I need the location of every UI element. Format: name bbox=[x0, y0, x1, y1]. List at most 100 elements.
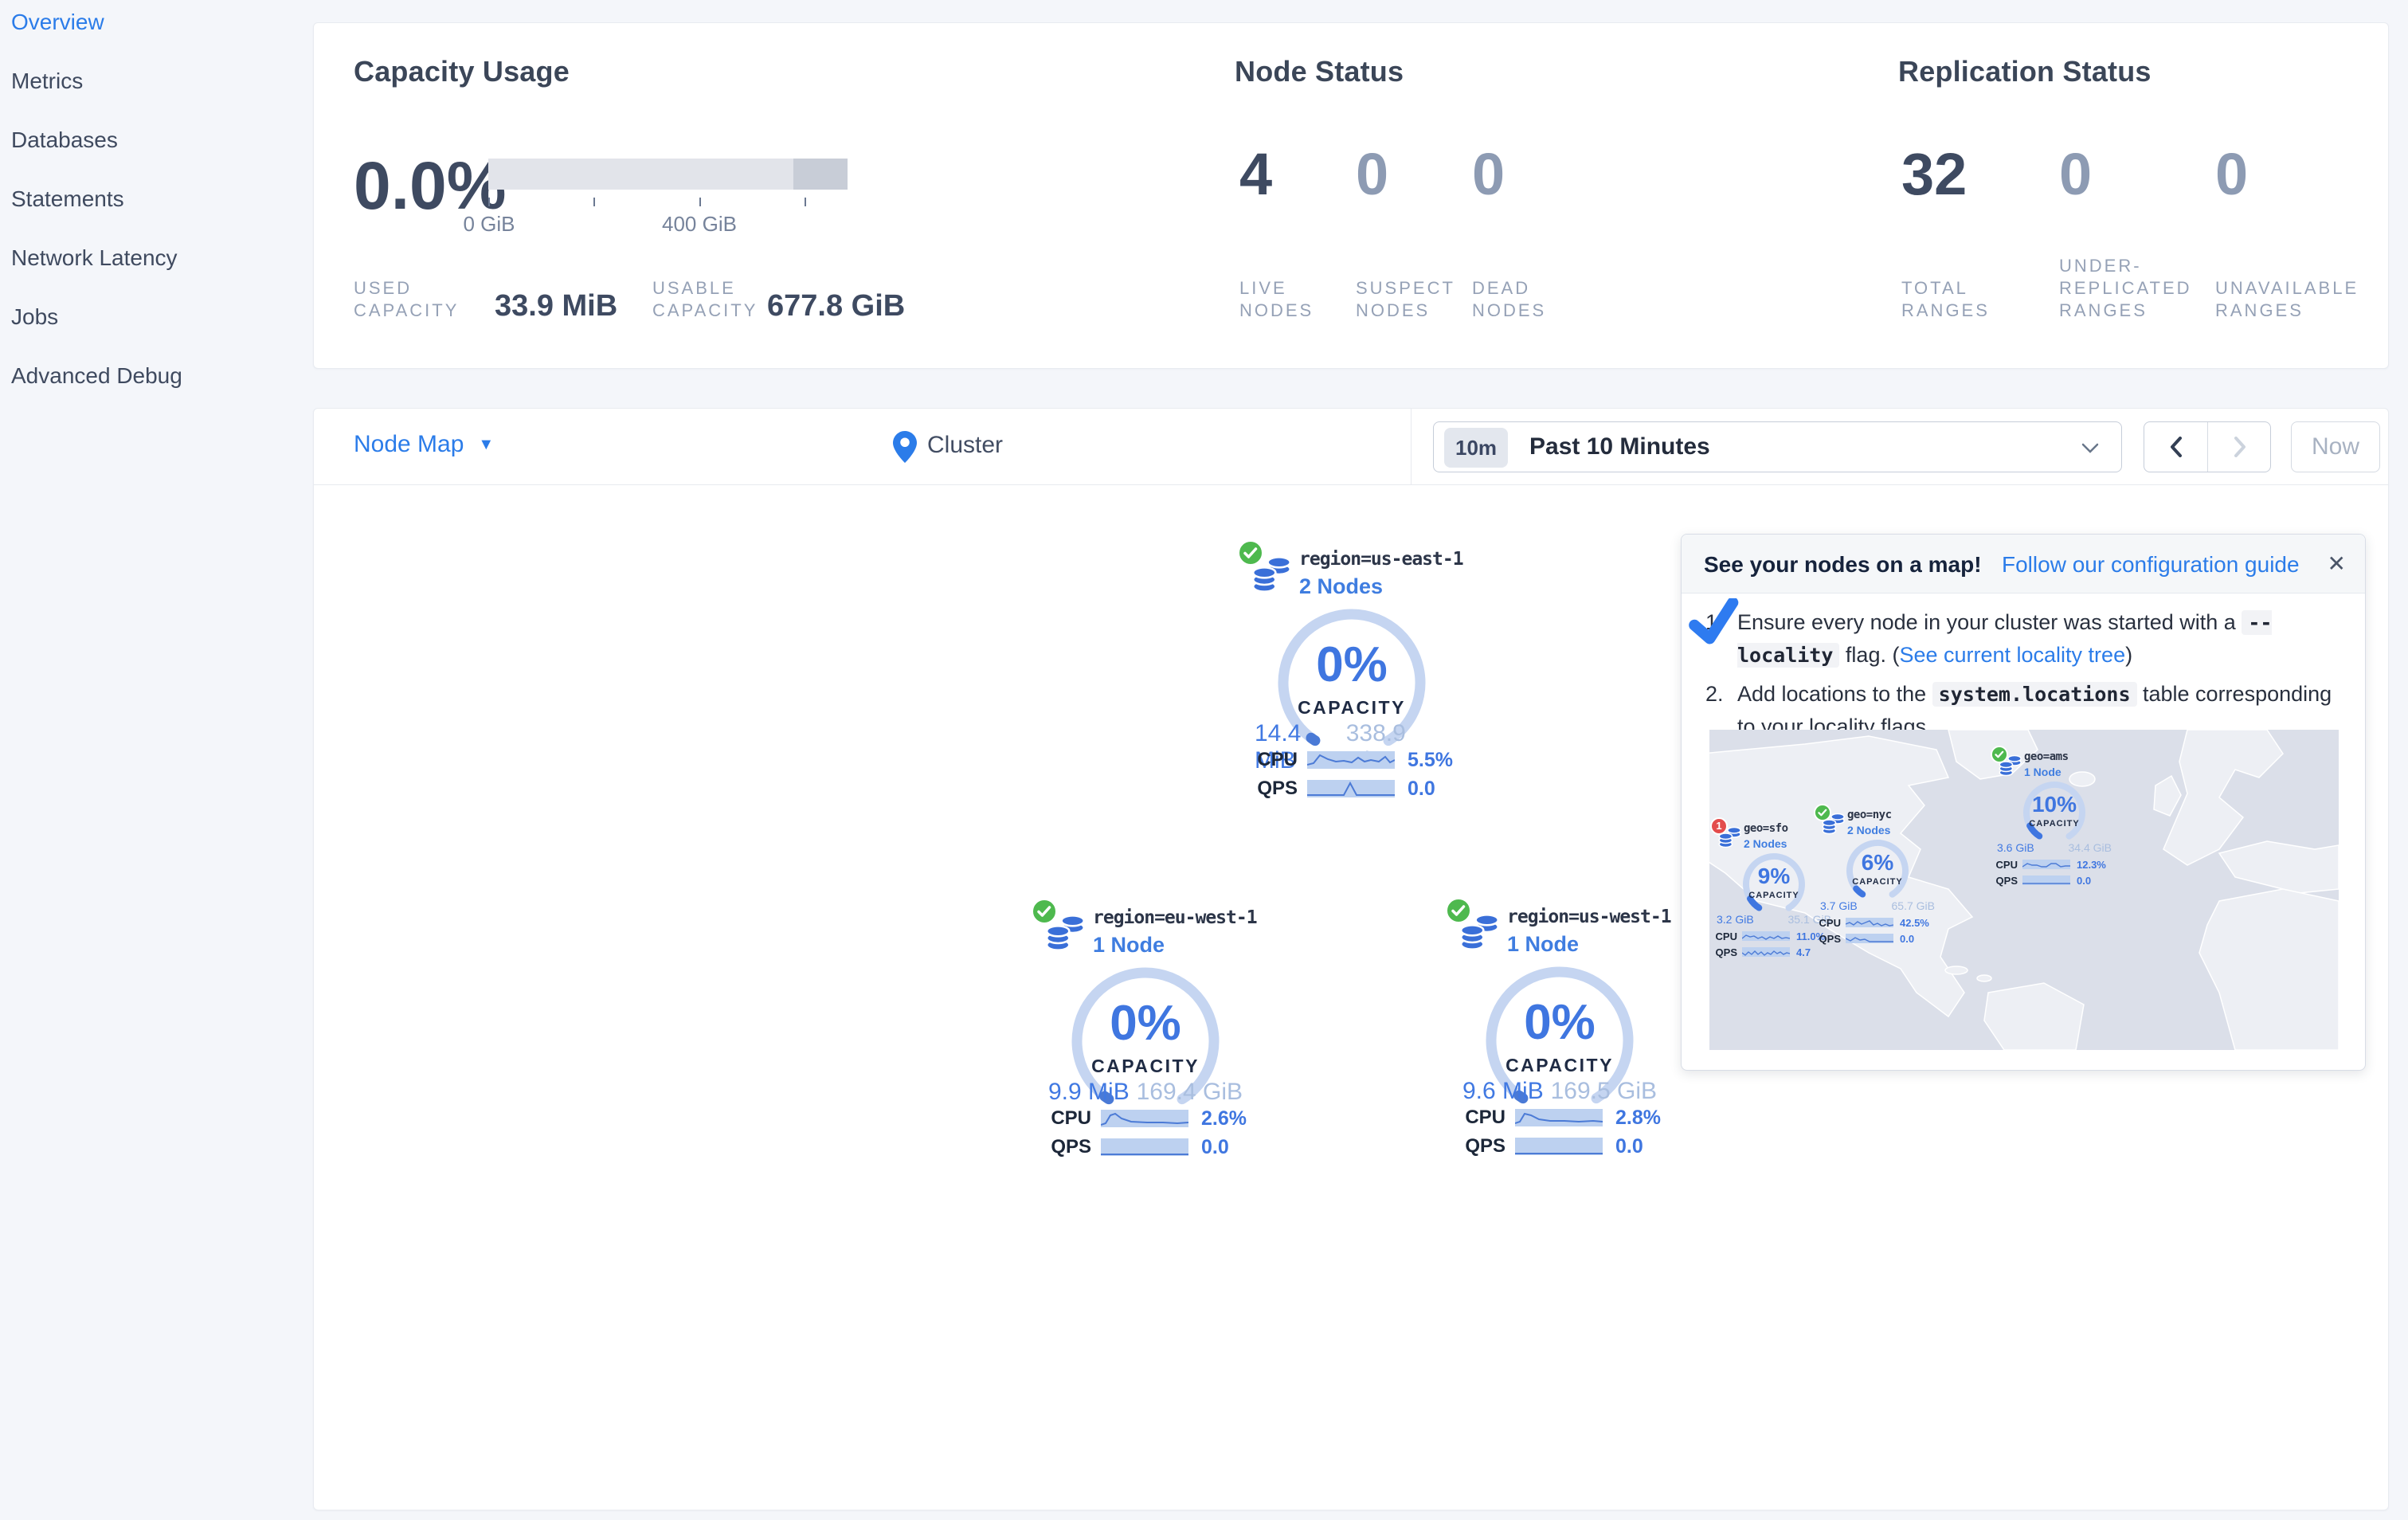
region-nodes-label: 1 Node bbox=[2024, 766, 2061, 778]
unavailable-ranges-label: UNAVAILABLE RANGES bbox=[2215, 278, 2359, 320]
time-range-label: Past 10 Minutes bbox=[1529, 433, 1710, 460]
cpu-value: 11.0% bbox=[1796, 930, 1826, 942]
healthy-check-badge-icon bbox=[1237, 539, 1264, 570]
sidebar-item-databases[interactable]: Databases bbox=[11, 127, 118, 152]
qps-label: QPS bbox=[1465, 1135, 1505, 1157]
cpu-sparkline bbox=[1306, 751, 1396, 769]
qps-sparkline bbox=[1307, 780, 1395, 797]
qps-label: QPS bbox=[1819, 932, 1841, 945]
chevron-down-icon: ▼ bbox=[478, 436, 495, 453]
cpu-label: CPU bbox=[1257, 749, 1298, 770]
capacity-gauge-label: CAPACITY bbox=[1748, 891, 1799, 900]
region-used-capacity: 14.4 MiB bbox=[1255, 720, 1302, 774]
region-nodes-label: 2 Nodes bbox=[1847, 824, 1891, 836]
close-icon[interactable]: ✕ bbox=[2327, 551, 2346, 576]
region-total-capacity: 169.5 GiB bbox=[1550, 1078, 1657, 1104]
step-complete-check-icon bbox=[1688, 597, 1740, 655]
qps-label: QPS bbox=[1715, 946, 1737, 958]
capacity-gauge-label: CAPACITY bbox=[2029, 819, 2080, 829]
region-used-capacity: 9.6 MiB bbox=[1462, 1078, 1544, 1104]
capacity-axis-tick bbox=[488, 198, 490, 206]
region-group-us-west-1[interactable]: region=us-west-1 1 Node 0% CAPACITY 9.6 … bbox=[1440, 897, 1679, 1162]
sidebar-item-advanced-debug[interactable]: Advanced Debug bbox=[11, 363, 182, 388]
capacity-axis-label-0: 0 GiB bbox=[463, 212, 515, 236]
sidebar-item-jobs[interactable]: Jobs bbox=[11, 304, 59, 329]
cpu-label: CPU bbox=[1465, 1107, 1505, 1128]
under-replicated-ranges-label: UNDER- REPLICATED RANGES bbox=[2059, 256, 2192, 320]
capacity-axis-label-400: 400 GiB bbox=[662, 212, 737, 236]
total-ranges-label: TOTAL RANGES bbox=[1901, 278, 1990, 320]
capacity-usage-bar bbox=[488, 159, 848, 190]
live-nodes-count: 4 bbox=[1239, 141, 1273, 207]
region-nodes-link[interactable]: 2 Nodes bbox=[1299, 574, 1384, 598]
capacity-gauge-percent: 0% bbox=[1316, 637, 1388, 692]
capacity-gauge-label: CAPACITY bbox=[1091, 1056, 1200, 1076]
sidebar-item-overview[interactable]: Overview bbox=[11, 10, 104, 34]
locality-tree-link[interactable]: See current locality tree bbox=[1899, 643, 2126, 667]
cpu-label: CPU bbox=[1819, 916, 1841, 929]
map-toolbar: Node Map ▼ Cluster 10m Past 10 Minutes bbox=[314, 409, 2388, 485]
region-nodes-link[interactable]: 1 Node bbox=[1507, 932, 1580, 956]
sidebar-item-network-latency[interactable]: Network Latency bbox=[11, 245, 178, 270]
cpu-value: 2.6% bbox=[1201, 1107, 1247, 1130]
qps-sparkline bbox=[1845, 934, 1893, 943]
capacity-gauge: 9% CAPACITY bbox=[1740, 851, 1807, 918]
capacity-gauge: 6% CAPACITY bbox=[1844, 837, 1911, 904]
region-nodes-link[interactable]: 1 Node bbox=[1093, 933, 1165, 957]
region-used-capacity: 9.9 MiB bbox=[1048, 1079, 1130, 1105]
database-stack-icon bbox=[1459, 911, 1501, 957]
sidebar: Overview Metrics Databases Statements Ne… bbox=[0, 0, 313, 1520]
breadcrumb[interactable]: Cluster bbox=[927, 432, 1004, 458]
capacity-axis-tick bbox=[805, 198, 806, 206]
capacity-gauge: 0% CAPACITY bbox=[1066, 962, 1225, 1121]
region-group-us-east-1[interactable]: region=us-east-1 2 Nodes 0% CAPACITY 14.… bbox=[1232, 539, 1471, 804]
under-replicated-ranges-count: 0 bbox=[2059, 141, 2093, 207]
location-pin-icon bbox=[893, 431, 917, 467]
time-range-dropdown[interactable]: 10m Past 10 Minutes bbox=[1433, 421, 2122, 472]
cpu-value: 12.3% bbox=[2077, 858, 2106, 871]
alert-count-badge: 1 bbox=[1710, 817, 1728, 835]
view-mode-label: Node Map bbox=[354, 431, 464, 457]
used-capacity-value: 33.9 MiB bbox=[495, 289, 618, 323]
configuration-guide-link[interactable]: Follow our configuration guide bbox=[2002, 552, 2300, 577]
view-mode-dropdown[interactable]: Node Map ▼ bbox=[354, 431, 494, 458]
capacity-axis-tick bbox=[699, 198, 701, 206]
cpu-label: CPU bbox=[1051, 1107, 1091, 1129]
capacity-gauge-label: CAPACITY bbox=[1298, 697, 1406, 718]
capacity-gauge: 0% CAPACITY bbox=[1480, 961, 1639, 1120]
region-total-capacity: 34.4 GiB bbox=[2068, 841, 2112, 854]
healthy-check-badge-icon bbox=[1991, 746, 2008, 767]
qps-value: 4.7 bbox=[1796, 946, 1811, 958]
unavailable-ranges-count: 0 bbox=[2215, 141, 2249, 207]
qps-label: QPS bbox=[1257, 778, 1298, 799]
cpu-sparkline bbox=[1845, 918, 1894, 927]
total-ranges-count: 32 bbox=[1901, 141, 1968, 207]
replication-status-title: Replication Status bbox=[1898, 55, 2152, 88]
time-step-back-button[interactable] bbox=[2144, 422, 2208, 472]
region-total-capacity: 65.7 GiB bbox=[1891, 899, 1935, 912]
now-button[interactable]: Now bbox=[2291, 421, 2380, 472]
region-locality-label: region=eu-west-1 bbox=[1093, 907, 1258, 928]
qps-value: 0.0 bbox=[2077, 874, 2092, 887]
cpu-value: 5.5% bbox=[1408, 748, 1453, 771]
dead-nodes-count: 0 bbox=[1472, 141, 1505, 207]
region-used-capacity: 3.2 GiB bbox=[1717, 913, 1754, 926]
qps-value: 0.0 bbox=[1408, 777, 1435, 800]
mini-region-geo-sfo: 1 geo=sfo 2 Nodes 9% CAPACITY bbox=[1710, 817, 1838, 962]
database-stack-icon bbox=[1251, 554, 1293, 599]
capacity-usage-percent: 0.0% bbox=[354, 148, 507, 223]
capacity-gauge: 10% CAPACITY bbox=[2021, 779, 2088, 846]
node-map-setup-callout: See your nodes on a map! Follow our conf… bbox=[1681, 534, 2366, 1071]
region-group-eu-west-1[interactable]: region=eu-west-1 1 Node 0% CAPACITY 9.9 … bbox=[1026, 898, 1265, 1162]
dead-nodes-label: DEAD NODES bbox=[1472, 278, 1547, 320]
time-step-forward-button[interactable] bbox=[2208, 422, 2272, 472]
region-used-capacity: 3.6 GiB bbox=[1997, 841, 2034, 854]
sidebar-item-metrics[interactable]: Metrics bbox=[11, 69, 84, 93]
region-locality-label: geo=ams bbox=[2024, 750, 2069, 763]
callout-title: See your nodes on a map! bbox=[1704, 552, 1982, 577]
sidebar-item-statements[interactable]: Statements bbox=[11, 186, 124, 211]
database-stack-icon bbox=[1718, 825, 1742, 853]
healthy-check-badge-icon bbox=[1031, 898, 1058, 929]
cpu-value: 2.8% bbox=[1615, 1106, 1661, 1129]
time-step-buttons bbox=[2144, 421, 2271, 472]
